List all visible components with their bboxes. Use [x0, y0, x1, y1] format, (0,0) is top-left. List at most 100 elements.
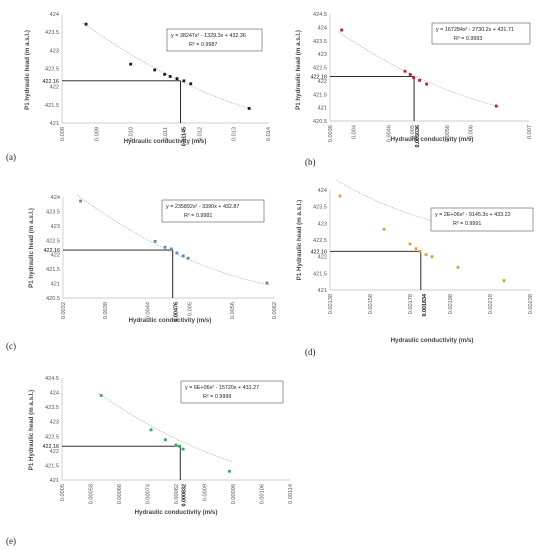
x-tick-label: 0.012: [197, 127, 203, 141]
y-axis-title: P1 hydraulic head (m a.s.l.): [28, 208, 35, 288]
data-point: [99, 394, 103, 397]
x-tick-label: 0.0036: [328, 125, 334, 142]
x-tick-label: 0.010: [129, 127, 135, 141]
x-tick-label: 0.00114: [288, 484, 294, 504]
trend-line: [82, 22, 253, 110]
x-tick-label: 0.005: [188, 302, 194, 316]
x-tick-label: 0.009: [94, 127, 100, 141]
y-tick-label: 423.5: [46, 209, 60, 215]
data-point: [163, 438, 167, 442]
x-tick-label: 0.00238: [528, 294, 534, 314]
data-point: [412, 76, 416, 80]
trend-line: [76, 194, 271, 286]
x-tick-label: 0.00218: [488, 294, 494, 314]
x-tick-label: 0.00074: [146, 484, 152, 504]
trend-line: [338, 31, 500, 108]
x-tick-label: 0.011: [163, 127, 169, 141]
r-squared: R² = 0.9981: [184, 213, 212, 219]
target-conductivity-label: 0.001834: [422, 294, 428, 316]
x-tick-label: 0.00158: [368, 294, 374, 314]
x-tick-label: 0.0044: [145, 302, 151, 319]
trend-line: [98, 393, 233, 462]
y-tick-label: 422.5: [313, 66, 327, 72]
target-head-label: 422.16: [311, 75, 328, 81]
x-axis-title: Hydraulic conductivity (m/s): [391, 337, 474, 344]
panel-label: (b): [305, 157, 316, 167]
y-tick-label: 420.5: [46, 296, 60, 302]
data-point: [338, 194, 342, 198]
fit-equation: y = 2E+06x² - 9145.3x + 433.22: [435, 212, 511, 218]
data-point: [189, 82, 193, 86]
y-tick-label: 423: [50, 48, 59, 54]
x-tick-label: 0.00098: [231, 484, 237, 504]
equation-box: [166, 28, 263, 52]
y-axis-title: P1 Hydraulic head (m a.s.l.): [296, 200, 303, 280]
data-point: [169, 247, 173, 251]
r-squared: R² = 0.9987: [189, 42, 217, 48]
y-tick-label: 421.5: [45, 463, 59, 469]
x-tick-label: 0.0032: [61, 302, 67, 319]
data-point: [84, 22, 88, 26]
x-tick-label: 0.007: [527, 125, 533, 139]
data-point: [494, 104, 498, 108]
x-tick-label: 0.00178: [408, 294, 414, 314]
target-conductivity-label: 0.000832: [181, 484, 187, 506]
chart-panel-3: 420.5 421 421.5 422 422.5 423 423.5 424 0.0032 0.…: [6, 194, 278, 351]
data-point: [163, 72, 167, 76]
data-point: [149, 428, 153, 432]
y-tick-label: 423: [51, 224, 60, 230]
y-tick-label: 424: [51, 195, 60, 201]
x-tick-label: 0.004: [351, 125, 357, 139]
y-tick-label: 424: [318, 188, 327, 194]
x-tick-label: 0.0056: [230, 302, 236, 319]
data-point: [430, 255, 434, 259]
chart-panel-1: 421 421.5 422 422.5 423 423.5 424 0.008 0.009 0.0…: [6, 12, 272, 162]
y-tick-label: 422.5: [45, 434, 59, 440]
panel-label: (c): [6, 341, 16, 351]
equation-box: [161, 199, 265, 223]
y-tick-label: 422: [50, 85, 59, 91]
x-axis-title: Hydraulic conductivity (m/s): [391, 136, 474, 143]
data-point: [178, 444, 181, 448]
equation-box: [180, 380, 284, 404]
y-tick-label: 421.5: [313, 92, 327, 98]
y-tick-label: 421.5: [313, 271, 327, 277]
y-tick-label: 421: [51, 282, 60, 288]
x-tick-label: 0.014: [266, 127, 272, 141]
x-tick-label: 0.0009: [203, 484, 209, 501]
data-point: [502, 279, 506, 283]
target-conductivity-label: 0.00476: [174, 302, 180, 322]
y-tick-label: 421.5: [46, 267, 60, 273]
x-tick-label: 0.0046: [387, 125, 393, 142]
y-axis-title: P1 hydraulic head (m a.s.l.): [24, 30, 31, 110]
y-tick-label: 424: [50, 391, 59, 397]
y-tick-label: 422.5: [45, 67, 59, 73]
target-conductivity-label: 0.005036: [415, 125, 421, 147]
y-tick-label: 422.5: [313, 238, 327, 244]
fit-equation: y = 167284x² - 2730.2x + 431.71: [436, 27, 514, 33]
fit-equation: y = 6E+06x² - 15720x + 431.27: [185, 385, 259, 391]
panel-label: (d): [305, 347, 316, 357]
y-tick-label: 422: [50, 449, 59, 455]
data-point: [153, 240, 157, 243]
fit-equation: y = 38247x² - 1329.3x + 432.36: [171, 33, 246, 39]
data-point: [182, 79, 186, 83]
data-point: [382, 227, 386, 231]
y-tick-label: 420.5: [313, 119, 327, 125]
data-point: [418, 249, 422, 253]
x-tick-label: 0.00106: [260, 484, 266, 504]
data-point: [181, 254, 185, 258]
data-point: [163, 245, 167, 249]
data-point: [408, 73, 412, 76]
r-squared: R² = 0.9993: [454, 36, 482, 42]
x-tick-label: 0.00138: [328, 294, 334, 314]
y-tick-label: 424: [50, 12, 59, 18]
data-point: [175, 77, 179, 81]
y-tick-label: 423: [318, 221, 327, 227]
target-head-label: 422.16: [44, 248, 61, 254]
data-point: [168, 75, 172, 78]
y-tick-label: 424.5: [313, 12, 327, 18]
x-tick-label: 0.005: [410, 125, 416, 139]
data-point: [456, 265, 460, 269]
